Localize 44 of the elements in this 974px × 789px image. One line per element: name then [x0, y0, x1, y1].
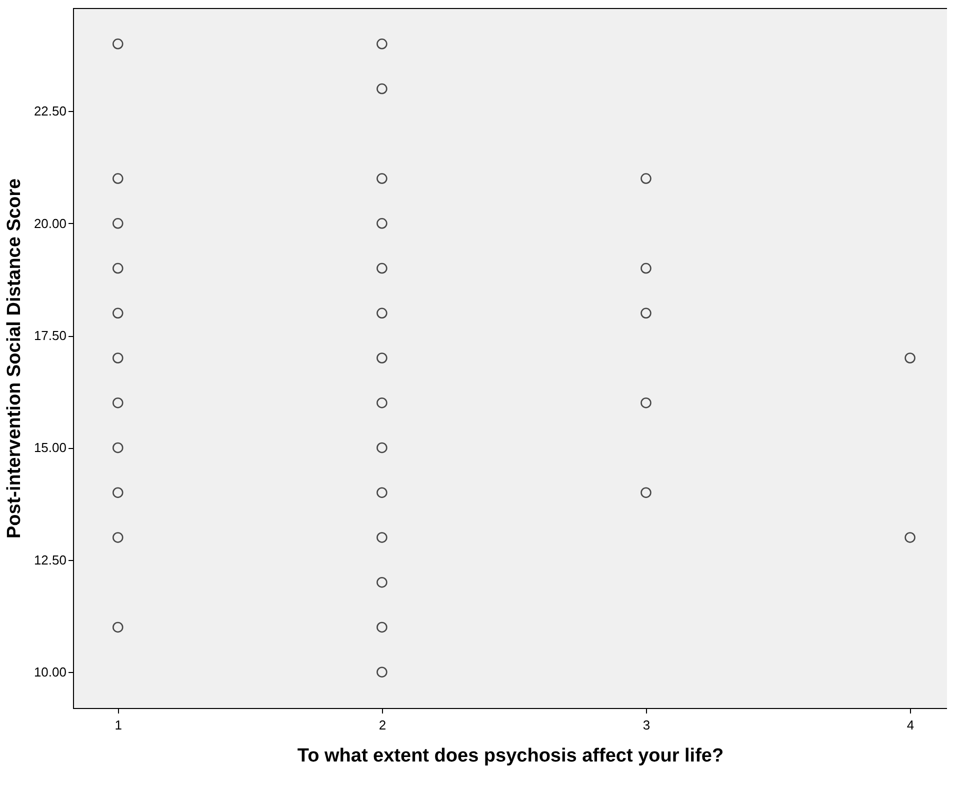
- point: [112, 442, 124, 454]
- y-tick-label: 12.50: [34, 552, 66, 568]
- x-axis-title: To what extent does psychosis affect your life?: [297, 746, 724, 766]
- point: [112, 262, 124, 274]
- y-tick-label: 17.50: [34, 328, 66, 344]
- point: [376, 576, 388, 588]
- point: [640, 173, 652, 184]
- point: [112, 308, 124, 319]
- point: [376, 442, 388, 454]
- point: [376, 622, 388, 633]
- point: [904, 532, 916, 543]
- y-tick-label: 20.00: [34, 216, 66, 231]
- point: [640, 262, 652, 274]
- x-tick-label: 3: [642, 718, 650, 732]
- point: [376, 173, 388, 184]
- x-tick-label: 4: [906, 718, 914, 732]
- point: [640, 397, 652, 408]
- x-tick-label: 1: [114, 718, 122, 732]
- point: [376, 262, 388, 274]
- point: [376, 397, 388, 408]
- point: [376, 487, 388, 498]
- point: [640, 308, 652, 319]
- point: [376, 666, 388, 678]
- point: [376, 83, 388, 94]
- point: [376, 532, 388, 543]
- point: [112, 532, 124, 543]
- point: [640, 487, 652, 498]
- point: [376, 308, 388, 319]
- point: [376, 352, 388, 364]
- point: [112, 38, 124, 50]
- point: [904, 352, 916, 364]
- y-tick-label: 15.00: [34, 440, 66, 456]
- point: [376, 38, 388, 50]
- y-tick-label: 10.00: [34, 664, 66, 680]
- point: [376, 218, 388, 229]
- point: [112, 218, 124, 229]
- y-axis-title: Post-intervention Social Distance Score: [4, 178, 25, 539]
- x-tick-label: 2: [378, 718, 386, 732]
- point: [112, 173, 124, 184]
- point: [112, 487, 124, 498]
- point: [112, 397, 124, 408]
- y-tick-label: 22.50: [34, 104, 66, 119]
- point: [112, 352, 124, 364]
- point: [112, 622, 124, 633]
